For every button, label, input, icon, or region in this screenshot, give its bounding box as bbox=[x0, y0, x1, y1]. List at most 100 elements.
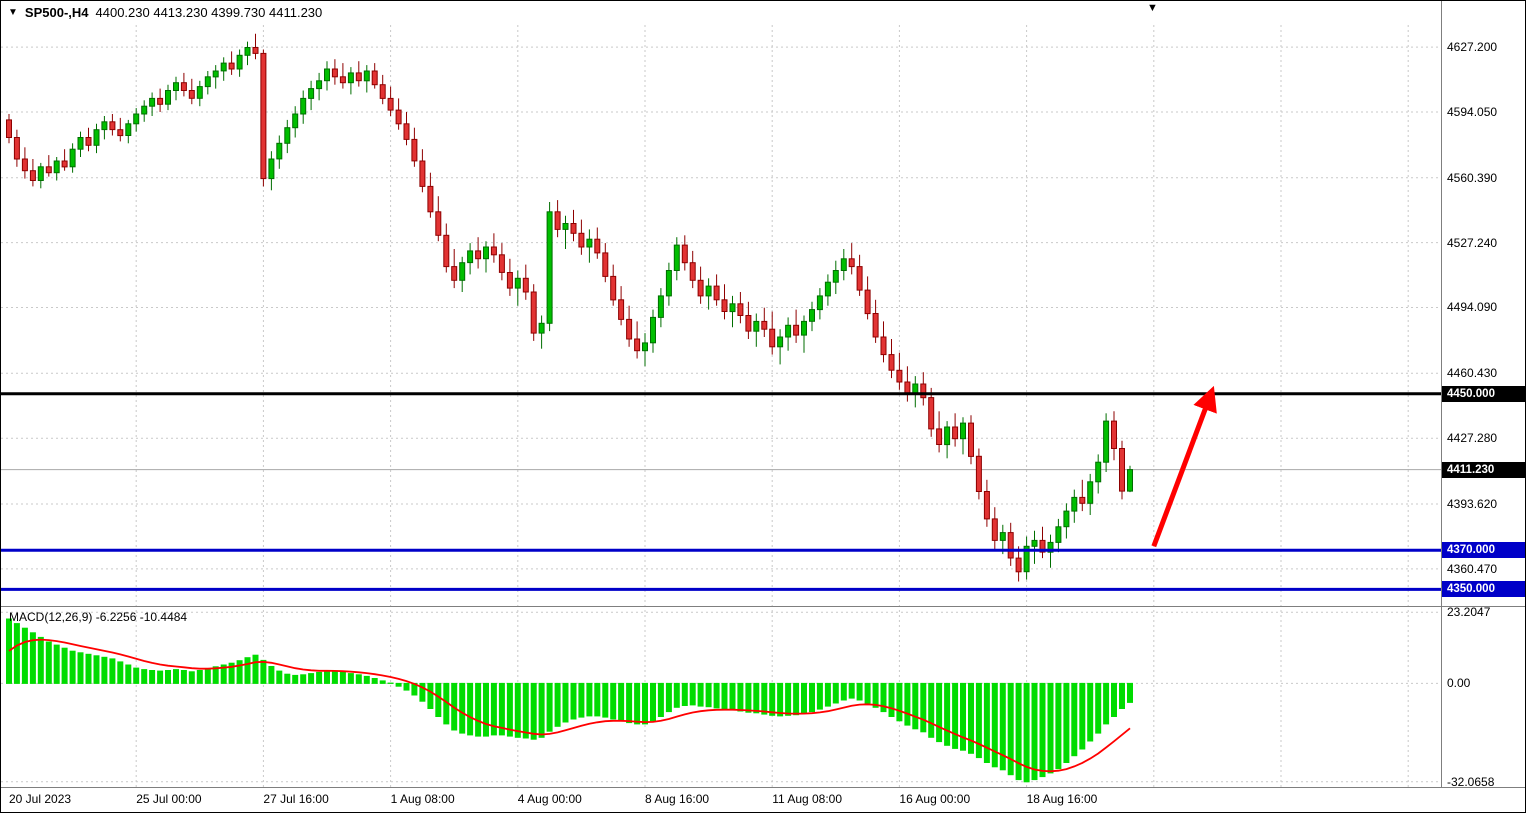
candle bbox=[85, 127, 92, 152]
candle bbox=[276, 135, 283, 169]
candle bbox=[490, 233, 497, 263]
macd-bar bbox=[109, 658, 116, 684]
macd-bar bbox=[37, 636, 44, 684]
macd-bar bbox=[268, 666, 275, 684]
macd-bar bbox=[1039, 682, 1046, 778]
candle bbox=[522, 264, 529, 300]
candle bbox=[705, 278, 712, 310]
candle bbox=[165, 84, 171, 111]
macd-bar bbox=[872, 682, 879, 708]
candle bbox=[880, 321, 887, 363]
chart-symbol-timeframe: SP500-,H4 bbox=[24, 5, 89, 20]
candle bbox=[260, 49, 267, 187]
candle bbox=[689, 250, 696, 289]
macd-bar bbox=[610, 682, 617, 720]
macd-bar bbox=[1023, 682, 1030, 783]
candle bbox=[37, 162, 44, 189]
macd-bar bbox=[228, 662, 235, 684]
macd-bar bbox=[379, 680, 386, 684]
macd-bar bbox=[196, 670, 203, 684]
candle bbox=[824, 274, 831, 306]
candle bbox=[339, 63, 346, 89]
macd-bar bbox=[316, 671, 323, 684]
macd-bar bbox=[220, 664, 227, 684]
candle bbox=[61, 149, 68, 171]
macd-bar bbox=[991, 682, 998, 768]
macd-bar bbox=[133, 667, 140, 684]
candle bbox=[697, 266, 704, 304]
candle bbox=[308, 80, 315, 111]
candle bbox=[371, 63, 378, 89]
candle bbox=[427, 172, 434, 218]
macd-bar bbox=[864, 682, 871, 704]
macd-bar bbox=[824, 682, 831, 707]
macd-bar bbox=[1103, 682, 1110, 725]
candle bbox=[411, 127, 418, 167]
macd-bar bbox=[69, 650, 76, 684]
candle bbox=[737, 292, 744, 324]
macd-bar bbox=[13, 623, 20, 684]
candle bbox=[912, 376, 919, 408]
candle bbox=[443, 223, 450, 273]
macd-bar bbox=[300, 674, 307, 684]
candle bbox=[618, 286, 625, 326]
candle bbox=[586, 229, 593, 263]
candle bbox=[665, 262, 672, 306]
macd-bar bbox=[6, 618, 12, 684]
macd-bar bbox=[403, 682, 410, 691]
macd-bar bbox=[1063, 682, 1070, 764]
candle bbox=[769, 311, 776, 355]
candle bbox=[1119, 440, 1125, 500]
candle bbox=[244, 41, 251, 66]
macd-bar bbox=[769, 682, 776, 716]
macd-bar bbox=[999, 682, 1006, 771]
candle bbox=[53, 157, 60, 181]
candle bbox=[602, 243, 609, 283]
macd-bar bbox=[244, 657, 251, 684]
chart-shift-marker-icon[interactable]: ▼ bbox=[1147, 2, 1158, 14]
candle bbox=[634, 321, 641, 359]
candle bbox=[173, 76, 179, 101]
macd-bar bbox=[125, 664, 132, 684]
macd-bar bbox=[968, 682, 974, 754]
candle bbox=[1079, 479, 1086, 512]
candle bbox=[928, 387, 935, 437]
macd-bar bbox=[538, 682, 545, 738]
macd-bar bbox=[93, 655, 100, 684]
candle bbox=[467, 243, 474, 275]
candle bbox=[1095, 454, 1102, 494]
macd-bar bbox=[173, 669, 179, 684]
candle bbox=[610, 264, 617, 306]
macd-bar bbox=[578, 682, 585, 718]
candle bbox=[991, 507, 998, 551]
macd-bar bbox=[928, 682, 935, 738]
candle bbox=[69, 143, 76, 173]
candle bbox=[149, 92, 156, 116]
macd-bar bbox=[260, 659, 267, 684]
macd-bar bbox=[888, 682, 895, 718]
macd-bar bbox=[697, 682, 704, 707]
candle bbox=[578, 219, 585, 255]
macd-bar bbox=[848, 682, 855, 699]
candle bbox=[936, 411, 943, 453]
candle bbox=[252, 33, 259, 60]
macd-histogram bbox=[6, 618, 1133, 783]
candle bbox=[236, 49, 243, 77]
macd-bar bbox=[546, 682, 553, 732]
candle bbox=[721, 284, 728, 320]
candle bbox=[538, 315, 545, 349]
candle bbox=[673, 237, 680, 281]
candle bbox=[196, 80, 203, 107]
macd-bar bbox=[1015, 682, 1022, 781]
candle bbox=[1015, 546, 1022, 582]
candle bbox=[681, 235, 688, 271]
candle bbox=[650, 309, 656, 353]
candle bbox=[451, 249, 458, 289]
candle bbox=[1039, 526, 1046, 559]
macd-bar bbox=[618, 682, 625, 722]
macd-bar bbox=[355, 674, 362, 684]
macd-bar bbox=[363, 675, 370, 684]
macd-bar bbox=[371, 678, 378, 684]
symbol-dropdown-icon[interactable]: ▼ bbox=[8, 7, 18, 18]
